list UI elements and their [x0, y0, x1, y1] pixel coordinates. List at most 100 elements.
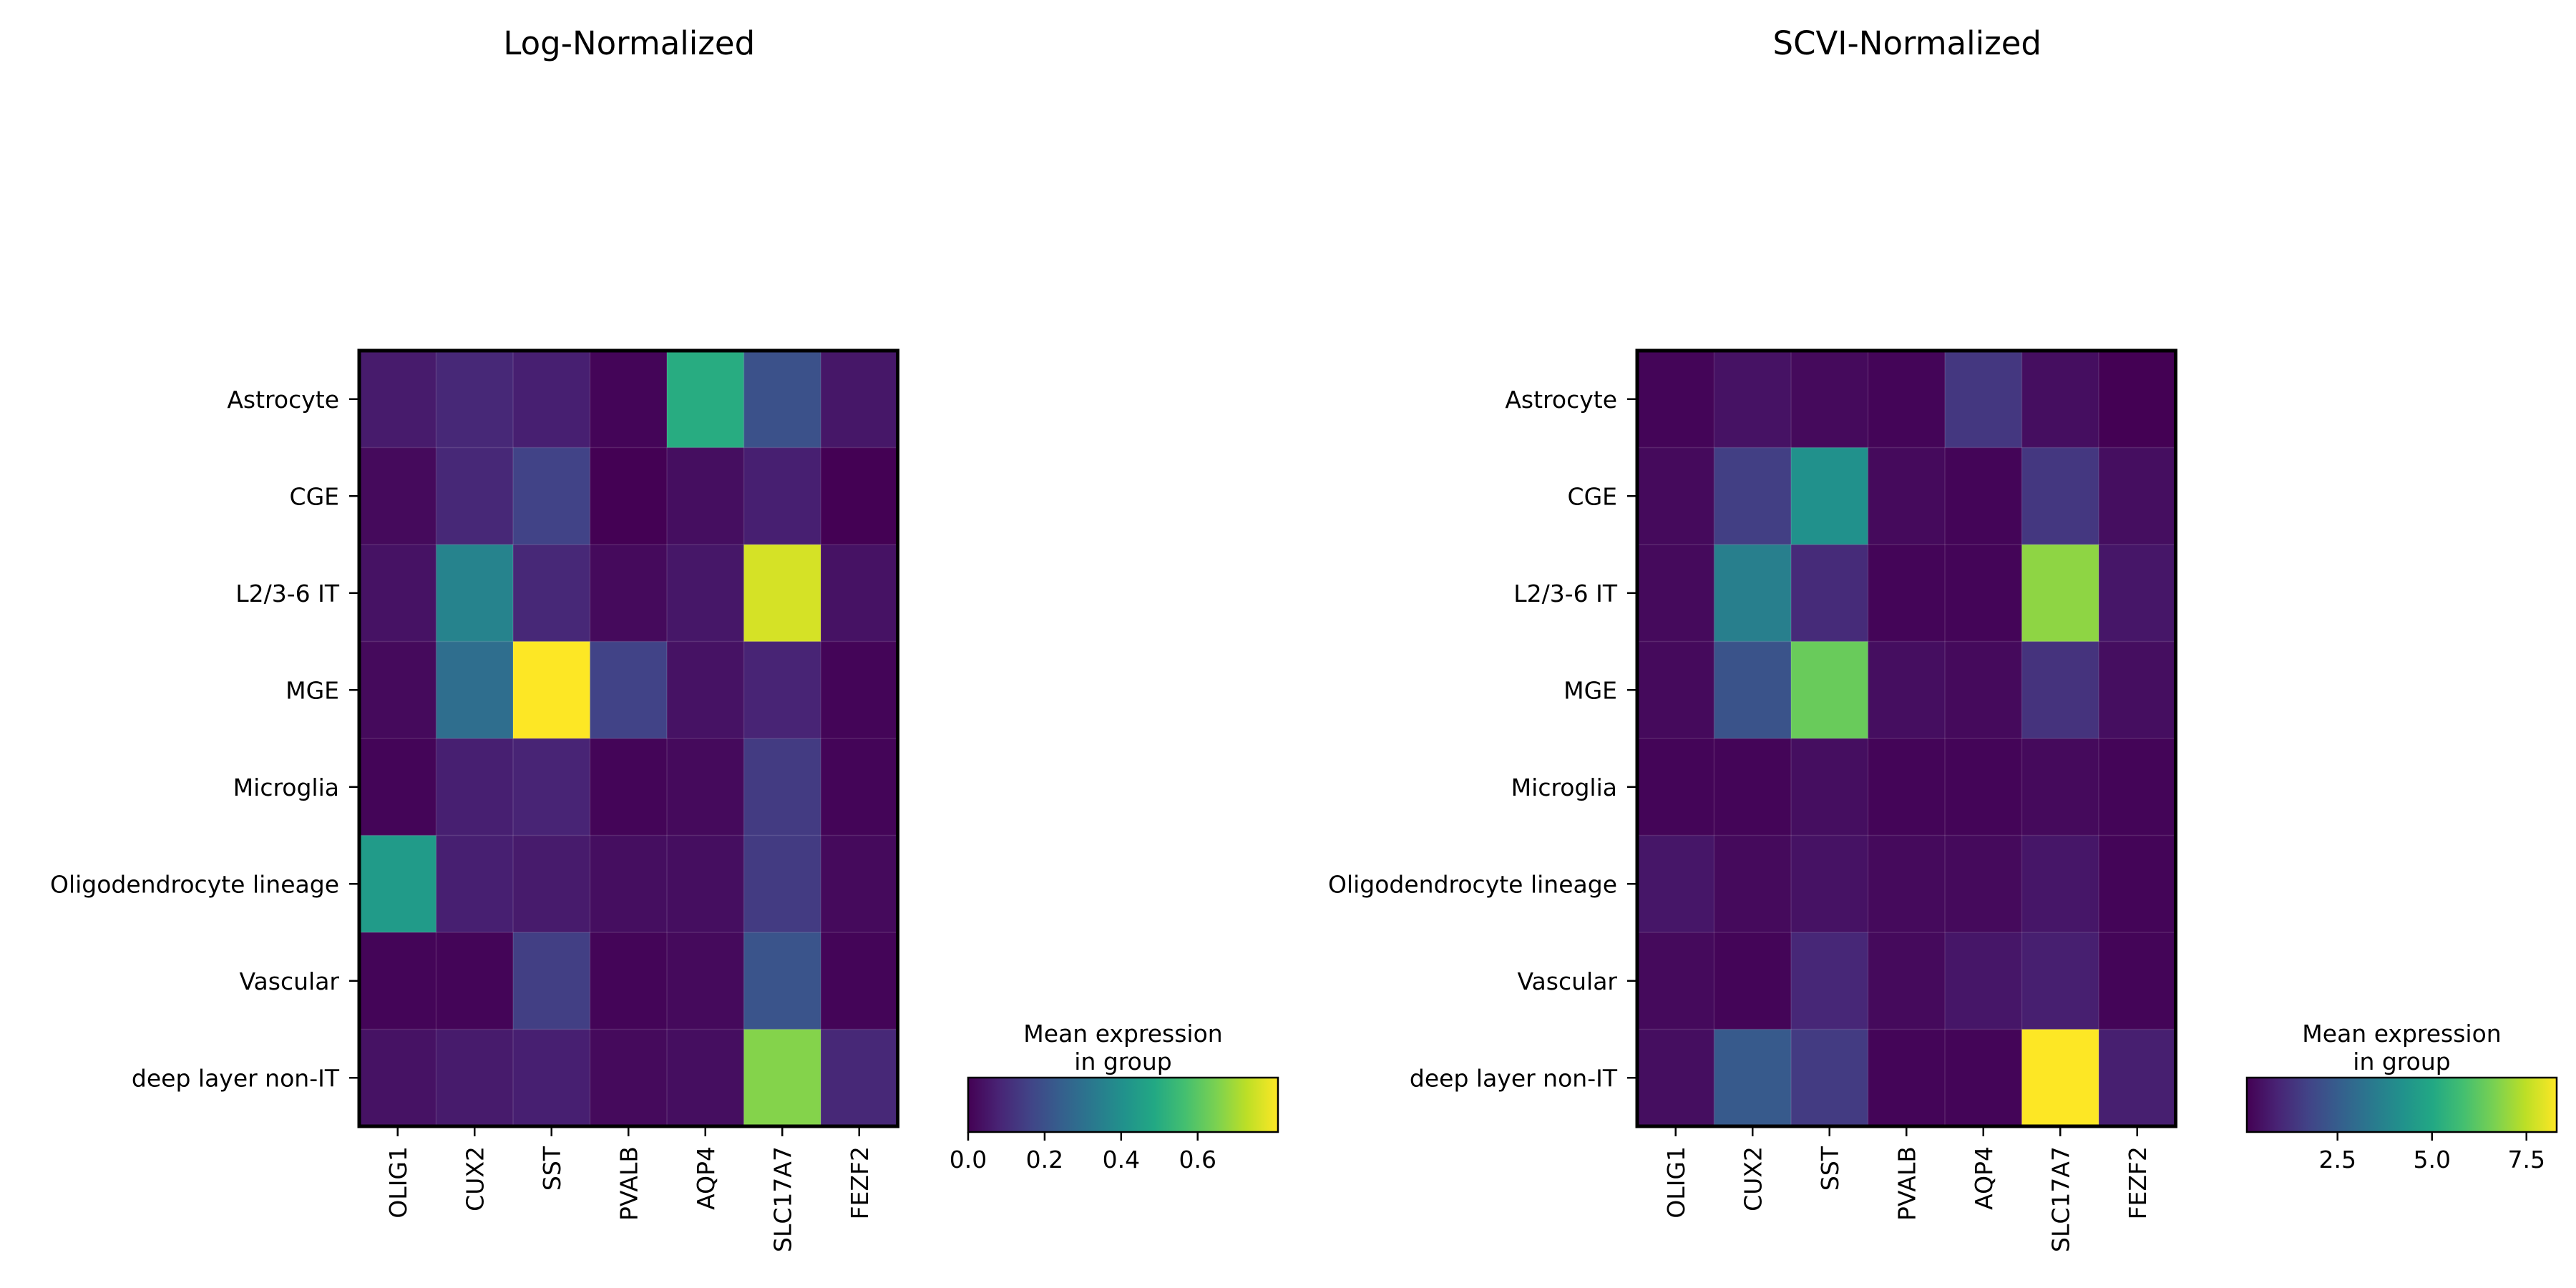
- heatmap-cell-vascular-fezf2: [2099, 932, 2176, 1030]
- column-label: AQP4: [692, 1146, 720, 1210]
- heatmap-cell-oligodendrocyte-lineage-olig1: [1637, 835, 1714, 933]
- heatmap-cell-microglia-sst: [513, 738, 590, 836]
- heatmap-cell-mge-aqp4: [667, 641, 744, 739]
- heatmap-cell-l2-3-6-it-pvalb: [1868, 545, 1946, 642]
- heatmap-cell-mge-cux2: [1714, 641, 1792, 739]
- heatmap-cell-mge-slc17a7: [743, 641, 821, 739]
- row-label: Oligodendrocyte lineage: [1328, 870, 1617, 898]
- heatmap-cell-deep-layer-non-it-aqp4: [667, 1029, 744, 1127]
- heatmap-cell-l2-3-6-it-olig1: [1637, 545, 1714, 642]
- column-label: SLC17A7: [2046, 1146, 2074, 1252]
- row-label: L2/3-6 IT: [1513, 580, 1618, 608]
- row-label: Vascular: [1518, 967, 1618, 995]
- heatmap-cell-mge-aqp4: [1945, 641, 2022, 739]
- column-label: FEZF2: [2124, 1146, 2152, 1219]
- heatmap-cell-deep-layer-non-it-sst: [1791, 1029, 1868, 1127]
- heatmap-cell-vascular-olig1: [1637, 932, 1714, 1030]
- heatmap-cell-vascular-aqp4: [1945, 932, 2022, 1030]
- column-label: SST: [1816, 1146, 1844, 1191]
- heatmap-cell-l2-3-6-it-olig1: [359, 545, 436, 642]
- heatmap-cell-l2-3-6-it-sst: [513, 545, 590, 642]
- column-label: PVALB: [1893, 1146, 1921, 1221]
- row-label: L2/3-6 IT: [235, 580, 340, 608]
- heatmap-cell-astrocyte-cux2: [1714, 351, 1792, 448]
- heatmap-cell-microglia-pvalb: [590, 738, 668, 836]
- heatmap-cell-l2-3-6-it-aqp4: [667, 545, 744, 642]
- heatmap-cell-vascular-sst: [1791, 932, 1868, 1030]
- colorbar-title-line1: Mean expression: [2302, 1020, 2501, 1048]
- heatmap-cell-cge-cux2: [1714, 447, 1792, 545]
- column-label: AQP4: [1970, 1146, 1998, 1210]
- heatmap-cell-deep-layer-non-it-pvalb: [590, 1029, 668, 1127]
- row-label: Microglia: [1511, 774, 1617, 801]
- heatmap-cell-mge-sst: [1791, 641, 1868, 739]
- heatmap-cell-cge-pvalb: [1868, 447, 1946, 545]
- heatmap-cell-astrocyte-fezf2: [821, 351, 898, 448]
- heatmap-cell-deep-layer-non-it-olig1: [1637, 1029, 1714, 1127]
- row-label: CGE: [1568, 482, 1617, 510]
- heatmap-cell-cge-fezf2: [821, 447, 898, 545]
- heatmap-cell-mge-slc17a7: [2021, 641, 2099, 739]
- heatmap-cell-deep-layer-non-it-slc17a7: [743, 1029, 821, 1127]
- heatmap-cell-cge-aqp4: [667, 447, 744, 545]
- heatmap-cell-vascular-olig1: [359, 932, 436, 1030]
- heatmap-cell-l2-3-6-it-slc17a7: [2021, 545, 2099, 642]
- colorbar-title-line2: in group: [1074, 1048, 1171, 1075]
- heatmap-cell-deep-layer-non-it-olig1: [359, 1029, 436, 1127]
- column-label: SLC17A7: [769, 1146, 796, 1252]
- row-label: MGE: [1563, 676, 1617, 704]
- column-label: CUX2: [1739, 1146, 1767, 1211]
- heatmap-cell-oligodendrocyte-lineage-sst: [513, 835, 590, 933]
- heatmap-cell-l2-3-6-it-fezf2: [2099, 545, 2176, 642]
- heatmap-cell-deep-layer-non-it-pvalb: [1868, 1029, 1946, 1127]
- heatmap-cell-microglia-sst: [1791, 738, 1868, 836]
- heatmap-cell-oligodendrocyte-lineage-slc17a7: [2021, 835, 2099, 933]
- row-label: Vascular: [240, 967, 340, 995]
- heatmap-cell-l2-3-6-it-fezf2: [821, 545, 898, 642]
- colorbar-tick-label: 0.0: [950, 1146, 987, 1174]
- heatmap-cell-mge-pvalb: [1868, 641, 1946, 739]
- heatmap-cell-cge-olig1: [1637, 447, 1714, 545]
- heatmap-cell-microglia-fezf2: [821, 738, 898, 836]
- heatmap-panel-1: Log-Normalized Astrocyte CGE L2/3-6 IT MGE Mi…: [50, 24, 1279, 1252]
- row-label: MGE: [286, 676, 339, 704]
- heatmap-cell-microglia-cux2: [1714, 738, 1792, 836]
- heatmap-cell-oligodendrocyte-lineage-slc17a7: [743, 835, 821, 933]
- heatmap-cell-astrocyte-pvalb: [1868, 351, 1946, 448]
- row-label: CGE: [290, 482, 339, 510]
- row-label: Microglia: [233, 774, 339, 801]
- heatmap-cell-cge-sst: [513, 447, 590, 545]
- heatmap-cell-vascular-pvalb: [1868, 932, 1946, 1030]
- heatmap-cell-mge-sst: [513, 641, 590, 739]
- heatmap-cell-deep-layer-non-it-fezf2: [2099, 1029, 2176, 1127]
- colorbar-tick-label: 2.5: [2318, 1146, 2356, 1174]
- heatmap-cell-cge-sst: [1791, 447, 1868, 545]
- heatmap-cell-mge-cux2: [436, 641, 514, 739]
- heatmap-cell-cge-fezf2: [2099, 447, 2176, 545]
- heatmap-cell-cge-olig1: [359, 447, 436, 545]
- column-label: OLIG1: [384, 1146, 412, 1219]
- row-label: Astrocyte: [1505, 386, 1617, 414]
- heatmap-cell-astrocyte-fezf2: [2099, 351, 2176, 448]
- colorbar-tick-label: 5.0: [2414, 1146, 2451, 1174]
- colorbar-tick-label: 7.5: [2508, 1146, 2545, 1174]
- heatmap-cell-oligodendrocyte-lineage-olig1: [359, 835, 436, 933]
- chart-title: Log-Normalized: [503, 24, 755, 62]
- chart-title: SCVI-Normalized: [1773, 24, 2041, 62]
- heatmap-cell-oligodendrocyte-lineage-cux2: [436, 835, 514, 933]
- heatmap-cell-microglia-cux2: [436, 738, 514, 836]
- heatmap-cell-astrocyte-slc17a7: [2021, 351, 2099, 448]
- heatmap-cell-deep-layer-non-it-aqp4: [1945, 1029, 2022, 1127]
- row-label: deep layer non-IT: [1410, 1064, 1618, 1092]
- heatmap-cell-l2-3-6-it-pvalb: [590, 545, 668, 642]
- heatmap-cell-vascular-slc17a7: [743, 932, 821, 1030]
- heatmap-cell-astrocyte-aqp4: [1945, 351, 2022, 448]
- heatmap-cell-vascular-cux2: [436, 932, 514, 1030]
- heatmap-cell-deep-layer-non-it-cux2: [1714, 1029, 1792, 1127]
- column-label: FEZF2: [846, 1146, 874, 1219]
- colorbar-title-line2: in group: [2353, 1048, 2450, 1075]
- heatmap-cell-cge-cux2: [436, 447, 514, 545]
- heatmap-cell-oligodendrocyte-lineage-aqp4: [667, 835, 744, 933]
